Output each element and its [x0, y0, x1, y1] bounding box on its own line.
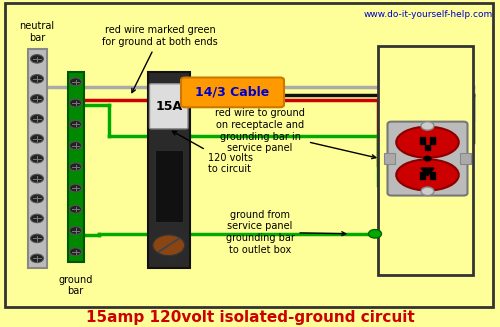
Polygon shape	[421, 168, 434, 176]
Circle shape	[70, 120, 82, 128]
Circle shape	[70, 99, 82, 107]
Bar	[430, 172, 435, 179]
Circle shape	[30, 75, 44, 83]
Circle shape	[30, 95, 44, 103]
Circle shape	[30, 174, 44, 183]
Circle shape	[70, 227, 82, 234]
Circle shape	[30, 254, 44, 263]
Circle shape	[30, 114, 44, 123]
Bar	[28, 49, 46, 268]
Bar	[420, 137, 425, 144]
Circle shape	[421, 122, 434, 130]
FancyBboxPatch shape	[181, 77, 284, 107]
Bar	[148, 72, 190, 268]
Circle shape	[70, 78, 82, 86]
Text: 15amp 120volt isolated-ground circuit: 15amp 120volt isolated-ground circuit	[86, 310, 414, 325]
Circle shape	[70, 142, 82, 149]
Text: neutral
bar: neutral bar	[20, 21, 54, 43]
Bar	[378, 46, 472, 275]
Circle shape	[368, 230, 382, 238]
Circle shape	[30, 234, 44, 243]
FancyBboxPatch shape	[5, 3, 492, 307]
Text: red wire to ground
on receptacle and
grounding bar in
service panel: red wire to ground on receptacle and gro…	[215, 108, 376, 159]
Bar	[155, 150, 182, 222]
Circle shape	[30, 154, 44, 163]
FancyBboxPatch shape	[150, 84, 188, 129]
Circle shape	[421, 187, 434, 196]
Text: www.do-it-yourself-help.com: www.do-it-yourself-help.com	[363, 10, 492, 19]
Circle shape	[30, 55, 44, 63]
Circle shape	[70, 184, 82, 192]
Circle shape	[70, 205, 82, 213]
Circle shape	[70, 248, 82, 256]
Text: 14/3 Cable: 14/3 Cable	[196, 86, 270, 99]
Text: ground from
service panel
grounding bar
to outlet box: ground from service panel grounding bar …	[226, 210, 346, 255]
Circle shape	[152, 235, 185, 256]
Bar	[68, 72, 84, 262]
Bar	[384, 153, 395, 164]
Text: 15A: 15A	[155, 100, 182, 113]
Circle shape	[30, 194, 44, 203]
Circle shape	[424, 156, 431, 161]
FancyBboxPatch shape	[388, 122, 468, 196]
Bar	[460, 153, 471, 164]
Text: 120 volts
to circuit: 120 volts to circuit	[172, 131, 252, 174]
Text: ground
bar: ground bar	[58, 275, 92, 296]
Ellipse shape	[396, 127, 459, 158]
Bar	[425, 145, 430, 150]
Bar	[420, 172, 425, 179]
Text: red wire marked green
for ground at both ends: red wire marked green for ground at both…	[102, 25, 218, 93]
Circle shape	[30, 214, 44, 223]
Ellipse shape	[396, 159, 459, 190]
Circle shape	[70, 163, 82, 171]
Bar	[430, 137, 435, 144]
Circle shape	[30, 134, 44, 143]
